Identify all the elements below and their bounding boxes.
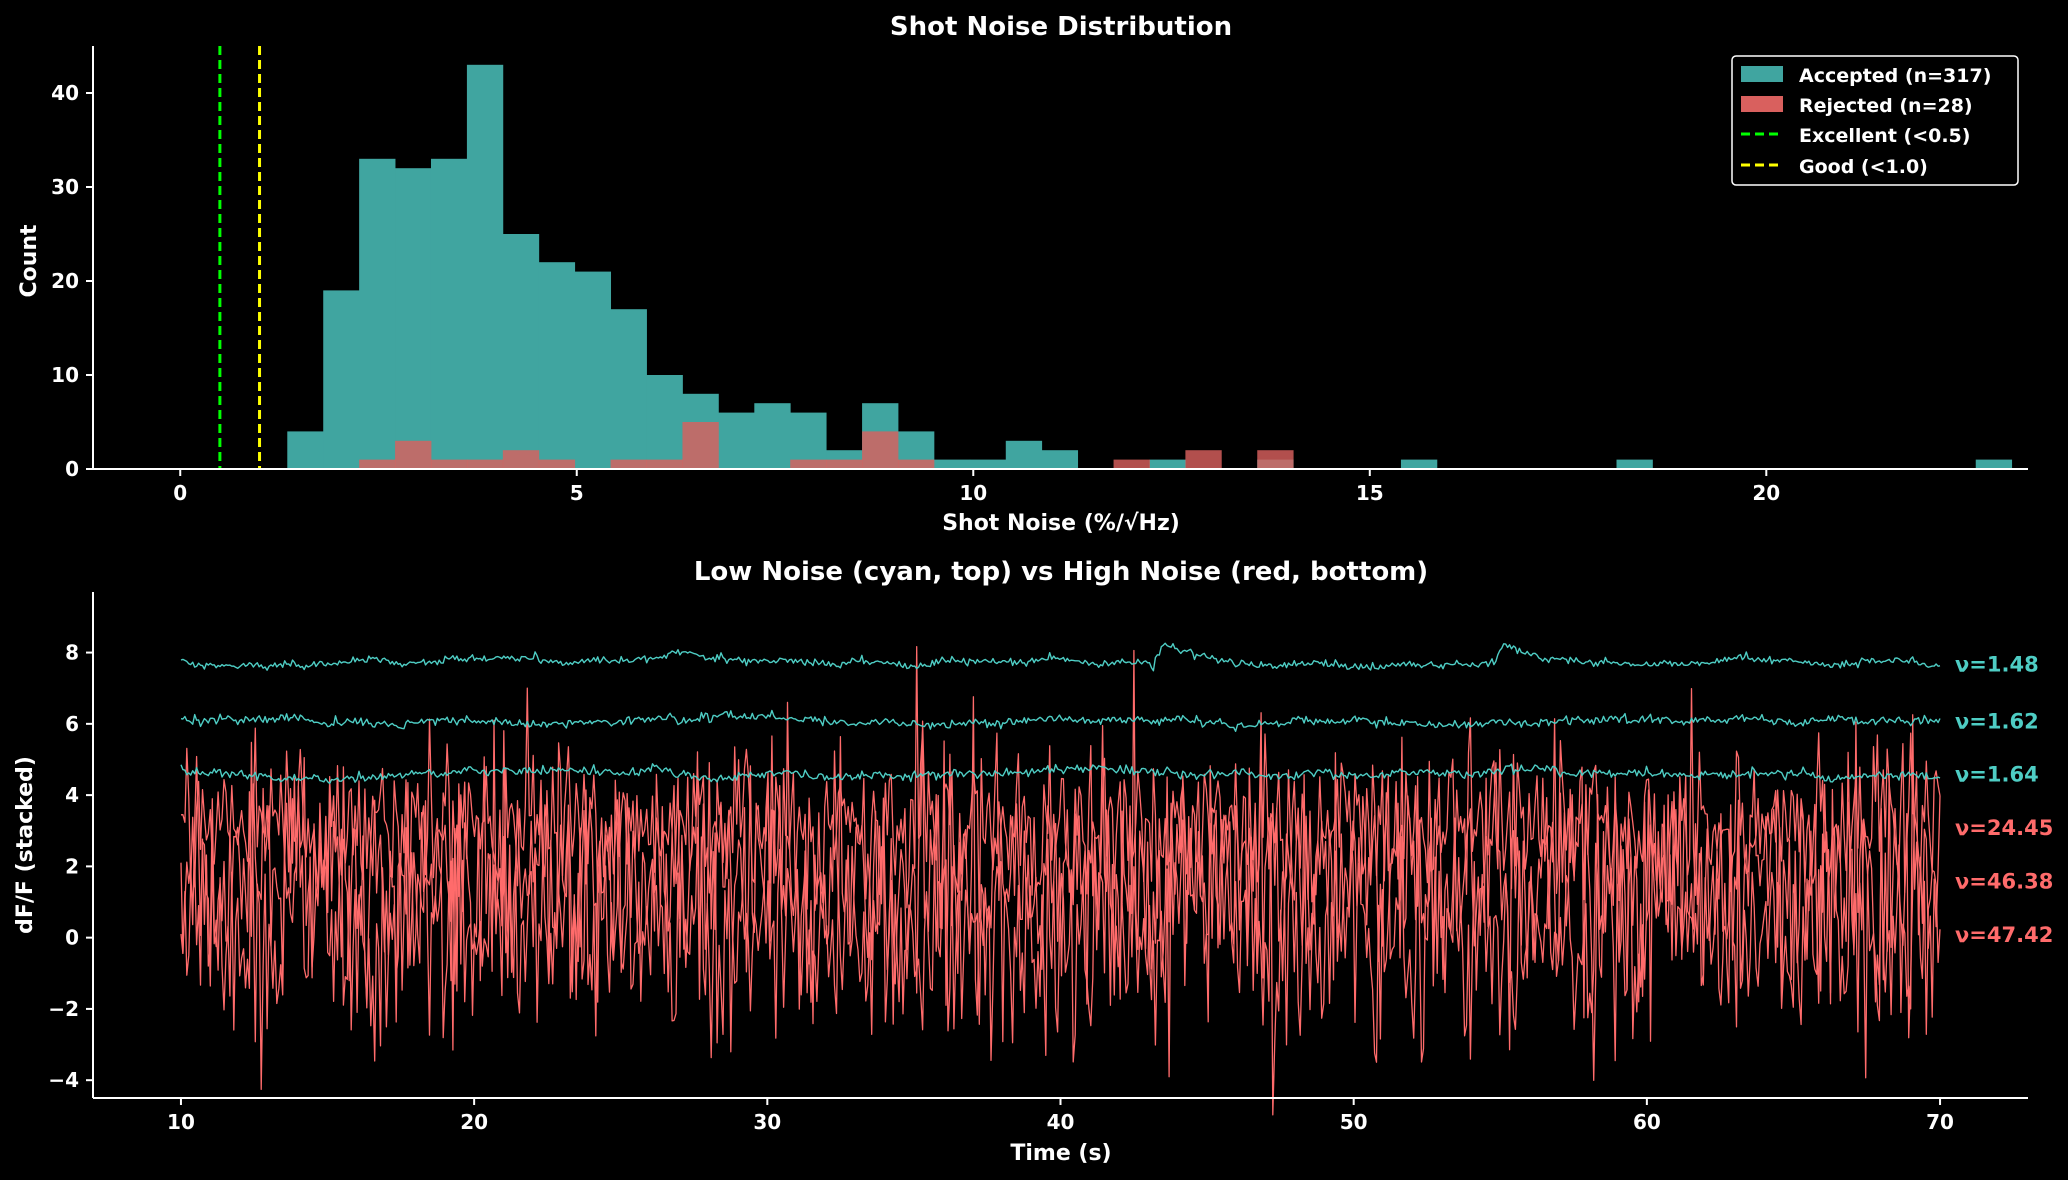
rejected-bar-14 xyxy=(790,459,827,469)
histogram-x-label: Shot Noise (%/√Hz) xyxy=(942,511,1180,536)
legend-label-excellent: Excellent (<0.5) xyxy=(1799,125,1970,147)
trace-x-tick-label: 50 xyxy=(1340,1110,1368,1134)
histogram-title: Shot Noise Distribution xyxy=(890,12,1232,42)
trace-y-label: dF/F (stacked) xyxy=(13,756,38,934)
legend-frame xyxy=(1731,55,2019,186)
reference-lines xyxy=(218,46,262,469)
accepted-bar-24 xyxy=(1149,459,1186,469)
trace-title: Low Noise (cyan, top) vs High Noise (red… xyxy=(694,557,1428,587)
hist-x-tick-label: 5 xyxy=(570,481,584,505)
hist-y-tick-label: 10 xyxy=(51,363,79,387)
rejected-bar-27 xyxy=(1257,450,1294,469)
rejected-bar-4 xyxy=(430,459,468,469)
accepted-bar-12 xyxy=(718,412,755,469)
rejected-bar-6 xyxy=(502,450,540,469)
hist-x-tick-label: 10 xyxy=(959,481,987,505)
rejected-bar-7 xyxy=(538,459,576,469)
trace-x-tick-label: 70 xyxy=(1926,1110,1954,1134)
rejected-bar-2 xyxy=(359,459,396,469)
hist-y-tick-label: 40 xyxy=(51,81,79,105)
trace-y-tick-label: 4 xyxy=(65,783,79,807)
hist-x-tick-label: 20 xyxy=(1752,481,1780,505)
trace-y-tick-label: −2 xyxy=(48,997,79,1021)
histogram-y-label: Count xyxy=(17,224,42,298)
accepted-bar-18 xyxy=(933,459,971,469)
accepted-bar-7 xyxy=(538,262,576,469)
rejected-bar-9 xyxy=(610,459,647,469)
trace-lines xyxy=(180,642,1941,1116)
trace-x-label: Time (s) xyxy=(1010,1141,1111,1166)
histogram-panel: Shot Noise Distribution 0 5 10 15 20 0 10 20 30… xyxy=(17,12,2028,536)
legend: Accepted (n=317) Rejected (n=28) Excelle… xyxy=(1731,55,2019,186)
trace-label-0: ν=1.48 xyxy=(1955,652,2039,676)
accepted-bar-2 xyxy=(359,158,396,470)
trace-label-2: ν=1.64 xyxy=(1955,763,2039,787)
accepted-bar-5 xyxy=(466,64,504,470)
trace-label-3: ν=24.45 xyxy=(1955,816,2053,840)
trace-label-5: ν=47.42 xyxy=(1955,923,2053,947)
rejected-bar-17 xyxy=(898,459,935,469)
accepted-bar-8 xyxy=(574,271,612,469)
trace-y-tick-label: 0 xyxy=(65,926,79,950)
accepted-bar-13 xyxy=(754,403,791,469)
hist-y-tick-label: 0 xyxy=(65,457,79,481)
trace-y-tick-label: 2 xyxy=(65,854,79,878)
trace-labels: ν=1.48 ν=1.62 ν=1.64 ν=24.45 ν=46.38 ν=47.42 xyxy=(1955,652,2053,947)
legend-label-rejected: Rejected (n=28) xyxy=(1799,95,1973,117)
trace-y-tick-label: 8 xyxy=(65,641,79,665)
rejected-bar-25 xyxy=(1185,450,1222,469)
trace-line-4 xyxy=(180,649,1941,1081)
trace-line-2 xyxy=(180,763,1941,785)
legend-label-accepted: Accepted (n=317) xyxy=(1799,65,1991,87)
trace-x-tick-label: 60 xyxy=(1633,1110,1661,1134)
trace-y-ticks: −4 −2 0 2 4 6 8 xyxy=(48,641,93,1092)
accepted-bar-20 xyxy=(1005,440,1043,469)
trace-line-3 xyxy=(180,645,1941,967)
rejected-bar-15 xyxy=(826,459,863,469)
rejected-bar-10 xyxy=(646,459,683,469)
accepted-bar-4 xyxy=(430,158,468,470)
accepted-bar-21 xyxy=(1041,450,1079,469)
rejected-bar-11 xyxy=(682,422,719,469)
trace-label-1: ν=1.62 xyxy=(1955,709,2039,733)
trace-line-1 xyxy=(180,709,1941,732)
trace-line-0 xyxy=(180,642,1941,672)
accepted-bar-19 xyxy=(969,459,1007,469)
accepted-bar-6 xyxy=(502,234,540,469)
hist-x-tick-label: 0 xyxy=(173,481,187,505)
trace-x-tick-label: 30 xyxy=(753,1110,781,1134)
accepted-bar-47 xyxy=(1975,459,2013,469)
accepted-bar-37 xyxy=(1616,459,1653,469)
trace-x-ticks: 10 20 30 40 50 60 70 xyxy=(167,1098,1954,1134)
trace-x-tick-label: 10 xyxy=(167,1110,195,1134)
trace-y-tick-label: −4 xyxy=(48,1068,79,1092)
histogram-bars xyxy=(287,64,2013,470)
hist-y-tick-label: 30 xyxy=(51,175,79,199)
trace-y-tick-label: 6 xyxy=(65,712,79,736)
trace-x-tick-label: 20 xyxy=(460,1110,488,1134)
legend-swatch-accepted xyxy=(1741,66,1783,82)
histogram-x-ticks: 0 5 10 15 20 xyxy=(173,469,1780,505)
accepted-bar-3 xyxy=(395,168,432,469)
legend-swatch-rejected xyxy=(1741,96,1783,112)
rejected-bar-16 xyxy=(862,431,899,469)
trace-x-tick-label: 40 xyxy=(1047,1110,1075,1134)
legend-label-good: Good (<1.0) xyxy=(1799,156,1928,178)
rejected-bar-23 xyxy=(1113,459,1150,469)
rejected-bar-5 xyxy=(466,459,504,469)
accepted-bar-31 xyxy=(1400,459,1438,469)
hist-y-tick-label: 20 xyxy=(51,269,79,293)
trace-panel: Low Noise (cyan, top) vs High Noise (red… xyxy=(13,557,2053,1166)
hist-x-tick-label: 15 xyxy=(1356,481,1384,505)
accepted-bar-0 xyxy=(287,431,324,469)
accepted-bar-10 xyxy=(646,375,683,469)
histogram-y-ticks: 0 10 20 30 40 xyxy=(51,81,93,481)
rejected-bar-3 xyxy=(395,440,432,469)
accepted-bar-9 xyxy=(610,309,647,469)
trace-label-4: ν=46.38 xyxy=(1955,870,2053,894)
accepted-bar-1 xyxy=(323,290,360,469)
